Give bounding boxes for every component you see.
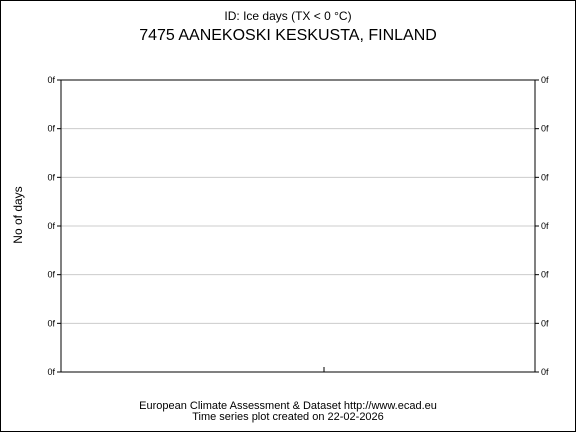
y-tick-label-right: 0f bbox=[541, 318, 549, 328]
y-tick-label-left: 0f bbox=[47, 318, 55, 328]
gridlines bbox=[61, 128, 535, 324]
footer-created: Time series plot created on 22-02-2026 bbox=[192, 411, 384, 423]
y-tick-label-left: 0f bbox=[47, 172, 55, 182]
chart-title: 7475 AANEKOSKI KESKUSTA, FINLAND bbox=[139, 27, 437, 44]
y-tick-label-left: 0f bbox=[47, 124, 55, 134]
y-tick-label-right: 0f bbox=[541, 221, 549, 231]
chart-subtitle: ID: Ice days (TX < 0 °C) bbox=[224, 9, 352, 23]
y-tick-label-right: 0f bbox=[541, 367, 549, 377]
y-tick-label-left: 0f bbox=[47, 270, 55, 280]
y-tick-label-left: 0f bbox=[47, 221, 55, 231]
y-tick-label-left: 0f bbox=[47, 75, 55, 85]
y-tick-label-right: 0f bbox=[541, 172, 549, 182]
y-tick-label-right: 0f bbox=[541, 75, 549, 85]
footer-source: European Climate Assessment & Dataset ht… bbox=[139, 400, 437, 412]
y-tick-label-right: 0f bbox=[541, 124, 549, 134]
y-ticks: 0f 0f 0f 0f 0f 0f 0f 0f 0f 0f 0f 0f 0f 0f bbox=[47, 75, 549, 377]
y-tick-label-left: 0f bbox=[47, 367, 55, 377]
y-tick-label-right: 0f bbox=[541, 270, 549, 280]
